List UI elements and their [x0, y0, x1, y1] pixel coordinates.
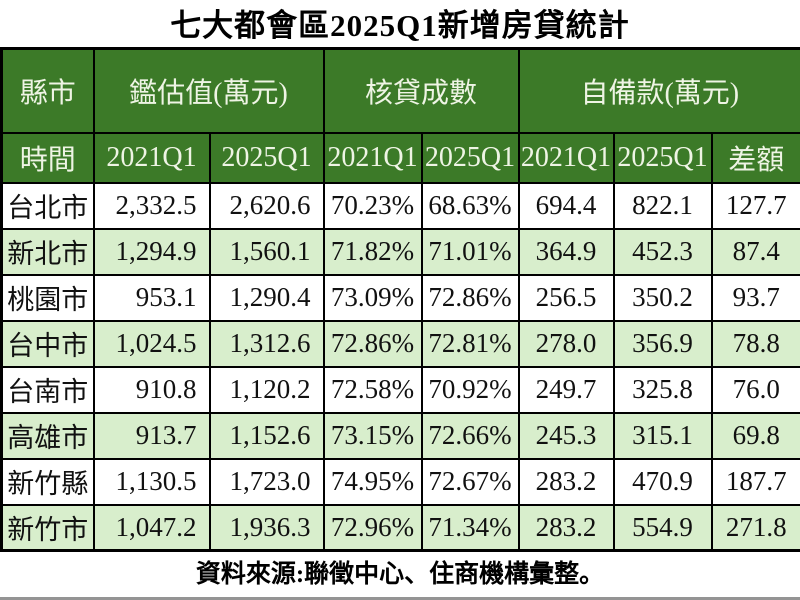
value-cell: 71.82% — [322, 227, 423, 276]
value-cell: 1,723.0 — [208, 457, 325, 506]
value-cell: 278.0 — [517, 319, 615, 368]
stats-table: 縣市 鑑估值(萬元) 核貸成數 自備款(萬元) 時間 2021Q1 2025Q1 2021Q1… — [0, 47, 800, 552]
value-cell: 452.3 — [612, 227, 713, 276]
value-cell: 70.23% — [322, 181, 423, 230]
value-cell: 283.2 — [517, 503, 615, 552]
value-cell: 283.2 — [517, 457, 615, 506]
sub-header-6: 2025Q1 — [612, 131, 713, 184]
city-cell: 新竹市 — [0, 503, 95, 552]
value-cell: 364.9 — [517, 227, 615, 276]
value-cell: 822.1 — [612, 181, 713, 230]
value-cell: 72.58% — [322, 365, 423, 414]
value-cell: 69.8 — [710, 411, 800, 460]
sub-header-3: 2021Q1 — [322, 131, 423, 184]
table-row: 台中市 1,024.5 1,312.6 72.86% 72.81% 278.0 356.9 7… — [0, 319, 800, 368]
value-cell: 87.4 — [710, 227, 800, 276]
value-cell: 72.96% — [322, 503, 423, 552]
value-cell: 78.8 — [710, 319, 800, 368]
table-head: 縣市 鑑估值(萬元) 核貸成數 自備款(萬元) 時間 2021Q1 2025Q1 2021Q1… — [0, 47, 800, 184]
value-cell: 953.1 — [92, 273, 211, 322]
table-row: 台北市 2,332.5 2,620.6 70.23% 68.63% 694.4 822.1 1… — [0, 181, 800, 230]
value-cell: 70.92% — [420, 365, 520, 414]
value-cell: 1,312.6 — [208, 319, 325, 368]
value-cell: 2,620.6 — [208, 181, 325, 230]
sub-header-4: 2025Q1 — [420, 131, 520, 184]
value-cell: 356.9 — [612, 319, 713, 368]
table-row: 高雄市 913.7 1,152.6 73.15% 72.66% 245.3 315.1 69.… — [0, 411, 800, 460]
group-header-2: 核貸成數 — [322, 47, 520, 134]
value-cell: 554.9 — [612, 503, 713, 552]
value-cell: 71.34% — [420, 503, 520, 552]
value-cell: 187.7 — [710, 457, 800, 506]
group-header-3: 自備款(萬元) — [517, 47, 800, 134]
value-cell: 93.7 — [710, 273, 800, 322]
value-cell: 72.86% — [322, 319, 423, 368]
city-cell: 高雄市 — [0, 411, 95, 460]
value-cell: 1,047.2 — [92, 503, 211, 552]
value-cell: 1,294.9 — [92, 227, 211, 276]
value-cell: 74.95% — [322, 457, 423, 506]
value-cell: 256.5 — [517, 273, 615, 322]
value-cell: 315.1 — [612, 411, 713, 460]
table-body: 台北市 2,332.5 2,620.6 70.23% 68.63% 694.4 822.1 1… — [0, 181, 800, 552]
value-cell: 2,332.5 — [92, 181, 211, 230]
city-cell: 台北市 — [0, 181, 95, 230]
table-row: 新竹縣 1,130.5 1,723.0 74.95% 72.67% 283.2 470.9 1… — [0, 457, 800, 506]
value-cell: 73.15% — [322, 411, 423, 460]
title-band: 七大都會區2025Q1新增房貸統計 — [0, 0, 800, 47]
value-cell: 71.01% — [420, 227, 520, 276]
footer-band: 資料來源:聯徵中心、住商機構彙整。 — [0, 552, 800, 597]
sub-header-1: 2021Q1 — [92, 131, 211, 184]
value-cell: 470.9 — [612, 457, 713, 506]
value-cell: 127.7 — [710, 181, 800, 230]
group-header-0: 縣市 — [0, 47, 95, 134]
value-cell: 72.67% — [420, 457, 520, 506]
table-row: 台南市 910.8 1,120.2 72.58% 70.92% 249.7 325.8 76.… — [0, 365, 800, 414]
table-row: 新北市 1,294.9 1,560.1 71.82% 71.01% 364.9 452.3 8… — [0, 227, 800, 276]
value-cell: 72.66% — [420, 411, 520, 460]
sub-header-row: 時間 2021Q1 2025Q1 2021Q1 2025Q1 2021Q1 2025Q1 差額 — [0, 131, 800, 184]
value-cell: 68.63% — [420, 181, 520, 230]
value-cell: 271.8 — [710, 503, 800, 552]
value-cell: 1,024.5 — [92, 319, 211, 368]
bottom-edge-line — [0, 597, 800, 600]
group-header-1: 鑑估值(萬元) — [92, 47, 325, 134]
city-cell: 桃園市 — [0, 273, 95, 322]
value-cell: 1,152.6 — [208, 411, 325, 460]
value-cell: 72.81% — [420, 319, 520, 368]
sub-header-7: 差額 — [710, 131, 800, 184]
value-cell: 249.7 — [517, 365, 615, 414]
sub-header-0: 時間 — [0, 131, 95, 184]
value-cell: 245.3 — [517, 411, 615, 460]
value-cell: 1,120.2 — [208, 365, 325, 414]
source-text: 資料來源:聯徵中心、住商機構彙整。 — [195, 561, 605, 588]
value-cell: 73.09% — [322, 273, 423, 322]
city-cell: 台中市 — [0, 319, 95, 368]
table-row: 桃園市 953.1 1,290.4 73.09% 72.86% 256.5 350.2 93.… — [0, 273, 800, 322]
page-title: 七大都會區2025Q1新增房貸統計 — [170, 8, 630, 43]
value-cell: 350.2 — [612, 273, 713, 322]
value-cell: 694.4 — [517, 181, 615, 230]
value-cell: 72.86% — [420, 273, 520, 322]
value-cell: 910.8 — [92, 365, 211, 414]
value-cell: 1,290.4 — [208, 273, 325, 322]
value-cell: 1,560.1 — [208, 227, 325, 276]
sub-header-5: 2021Q1 — [517, 131, 615, 184]
value-cell: 1,936.3 — [208, 503, 325, 552]
sub-header-2: 2025Q1 — [208, 131, 325, 184]
table-row: 新竹市 1,047.2 1,936.3 72.96% 71.34% 283.2 554.9 2… — [0, 503, 800, 552]
city-cell: 台南市 — [0, 365, 95, 414]
value-cell: 325.8 — [612, 365, 713, 414]
value-cell: 76.0 — [710, 365, 800, 414]
group-header-row: 縣市 鑑估值(萬元) 核貸成數 自備款(萬元) — [0, 47, 800, 134]
value-cell: 913.7 — [92, 411, 211, 460]
value-cell: 1,130.5 — [92, 457, 211, 506]
city-cell: 新北市 — [0, 227, 95, 276]
city-cell: 新竹縣 — [0, 457, 95, 506]
